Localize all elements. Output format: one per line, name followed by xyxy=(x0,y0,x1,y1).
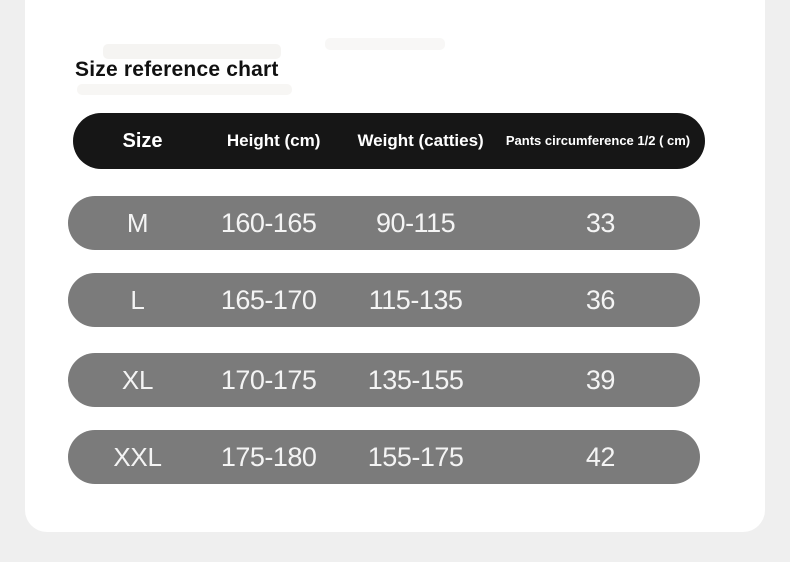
table-row: XL 170-175 135-155 39 xyxy=(68,353,700,407)
cell-pants: 39 xyxy=(585,364,616,395)
cell-weight: 90-115 xyxy=(376,207,456,238)
header-pants-circumference: Pants circumference 1/2 ( cm) xyxy=(505,133,691,149)
table-header-row: Size Height (cm) Weight (catties) Pants … xyxy=(73,113,705,169)
header-size: Size xyxy=(122,129,163,152)
cell-pants: 33 xyxy=(585,207,616,238)
size-chart-title: Size reference chart xyxy=(75,58,279,81)
next-section-edge xyxy=(0,562,790,571)
overlay-artifact xyxy=(325,38,445,50)
cell-weight: 135-155 xyxy=(367,364,464,395)
cell-size: M xyxy=(126,207,149,238)
size-chart-card: Size reference chart Size Height (cm) We… xyxy=(25,0,765,532)
cell-height: 160-165 xyxy=(220,207,317,238)
overlay-artifact xyxy=(77,84,292,95)
cell-size: L xyxy=(130,284,145,315)
cell-size: XL xyxy=(121,364,154,395)
cell-pants: 36 xyxy=(585,284,616,315)
cell-height: 175-180 xyxy=(220,441,317,472)
header-weight: Weight (catties) xyxy=(357,131,484,150)
header-height: Height (cm) xyxy=(226,131,321,150)
table-row: M 160-165 90-115 33 xyxy=(68,196,700,250)
cell-weight: 155-175 xyxy=(367,441,464,472)
cell-size: XXL xyxy=(113,441,162,472)
cell-weight: 115-135 xyxy=(368,284,463,315)
cell-height: 165-170 xyxy=(220,284,317,315)
cell-pants: 42 xyxy=(585,441,616,472)
overlay-artifact xyxy=(103,44,281,59)
cell-height: 170-175 xyxy=(220,364,317,395)
table-row: XXL 175-180 155-175 42 xyxy=(68,430,700,484)
table-row: L 165-170 115-135 36 xyxy=(68,273,700,327)
